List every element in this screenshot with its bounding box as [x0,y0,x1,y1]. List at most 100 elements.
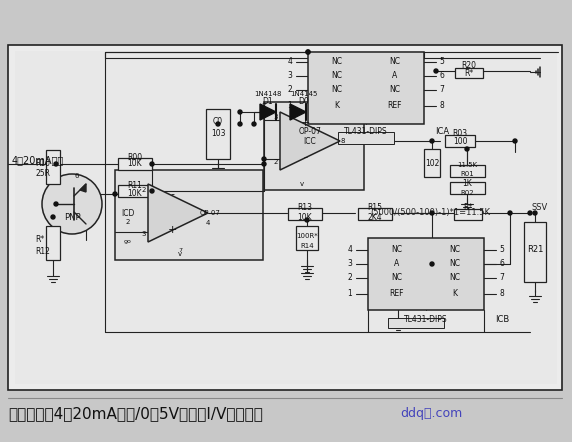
Text: 7: 7 [178,248,182,252]
Circle shape [238,122,242,126]
Text: v: v [178,251,182,257]
Text: R20: R20 [462,61,476,71]
Text: 4: 4 [206,220,210,226]
Text: 1K: 1K [462,179,472,187]
Text: R10: R10 [35,160,50,168]
Text: 3: 3 [288,72,292,80]
Bar [8,45,562,390]
Text: 4: 4 [288,57,292,66]
Text: REF: REF [390,290,404,298]
Text: 2: 2 [288,85,292,95]
Circle shape [430,139,434,143]
Text: +: + [168,225,177,235]
Circle shape [262,157,266,161]
Text: NC: NC [332,72,343,80]
Polygon shape [260,104,276,120]
Circle shape [528,211,532,215]
Text: K: K [335,102,340,110]
Text: R13: R13 [297,203,312,213]
Text: 2: 2 [274,159,278,165]
Text: 10K: 10K [128,160,142,168]
Text: 103: 103 [210,130,225,138]
Text: +: + [300,118,309,128]
Bar [454,209,482,220]
Bar [288,208,322,220]
Text: 1: 1 [288,102,292,110]
Text: NC: NC [390,85,400,95]
Polygon shape [280,112,340,170]
Bar [368,238,484,310]
Text: R01: R01 [460,171,474,177]
Text: 4: 4 [348,245,352,255]
Text: NC: NC [391,245,403,255]
Bar [338,132,394,144]
Circle shape [306,50,310,54]
Text: 100: 100 [453,137,467,145]
Text: 1N4148: 1N4148 [254,91,282,97]
Text: 3: 3 [348,259,352,268]
Text: OP-07: OP-07 [299,127,321,137]
Text: 8: 8 [341,138,345,144]
Text: NC: NC [450,274,460,282]
Text: 2: 2 [126,219,130,225]
Text: D0: D0 [299,98,309,107]
Bar [46,150,60,184]
Polygon shape [290,104,306,120]
Circle shape [42,174,102,234]
Bar [524,222,546,282]
Text: R*: R* [464,69,474,77]
Text: R11: R11 [128,182,142,191]
Circle shape [508,211,512,215]
Text: -: - [303,152,307,162]
Text: 1: 1 [348,290,352,298]
Text: 3: 3 [142,231,146,237]
Bar [450,165,485,177]
Text: 1N4145: 1N4145 [291,91,317,97]
Text: TL431-DIPS: TL431-DIPS [344,127,388,137]
Circle shape [150,162,154,166]
Text: TL431-DIPS: TL431-DIPS [404,315,448,324]
Text: 25R: 25R [35,168,50,178]
Circle shape [54,162,58,166]
Text: ICD: ICD [121,209,134,217]
Text: REF: REF [388,102,402,110]
Text: 7: 7 [262,103,266,109]
Text: SSV: SSV [532,202,548,212]
Bar [264,102,364,190]
Bar [206,109,230,159]
Text: 6: 6 [75,173,80,179]
Bar [46,226,60,260]
Circle shape [252,122,256,126]
Polygon shape [148,184,208,242]
Circle shape [150,189,154,193]
Text: NC: NC [332,85,343,95]
Text: v: v [300,181,304,187]
Text: K: K [452,290,458,298]
Text: 7: 7 [499,274,505,282]
Text: R15: R15 [367,203,383,213]
Bar [445,135,475,147]
Text: A: A [392,72,398,80]
Text: 6: 6 [499,259,505,268]
Text: R03: R03 [452,130,467,138]
Circle shape [305,218,309,222]
Text: PNP: PNP [63,213,80,222]
Text: 4～20mA输入: 4～20mA输入 [12,155,64,165]
Text: NC: NC [450,245,460,255]
Text: NC: NC [332,57,343,66]
Text: 5: 5 [499,245,505,255]
Text: go: go [124,240,132,244]
Circle shape [113,192,117,196]
Bar [15,51,557,384]
Bar [388,318,444,328]
Circle shape [533,211,537,215]
Circle shape [465,147,469,151]
Text: 8: 8 [499,290,505,298]
Text: 2K4: 2K4 [368,213,382,221]
Text: C0: C0 [213,118,223,126]
Circle shape [54,202,58,206]
Circle shape [430,262,434,266]
Text: 102: 102 [425,159,439,168]
Text: R*: R* [35,236,44,244]
Text: 7: 7 [439,85,444,95]
